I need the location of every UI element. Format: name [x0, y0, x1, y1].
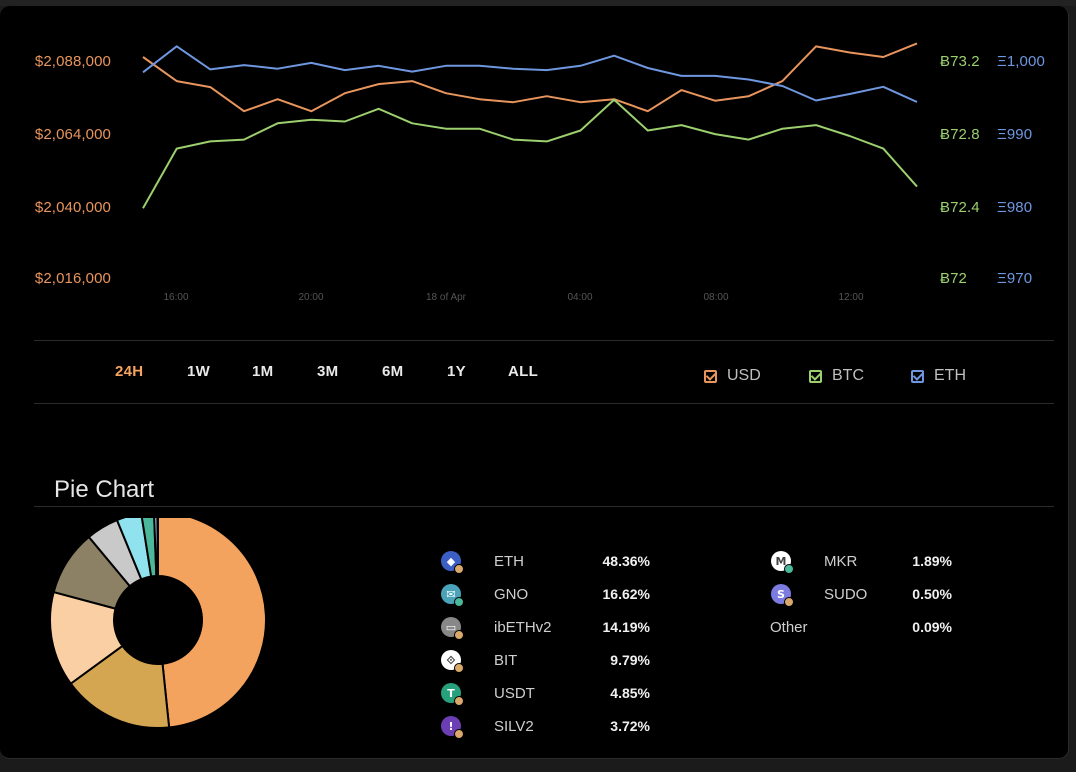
- asset-name: SILV2: [494, 717, 534, 735]
- mkr-icon: M: [770, 550, 794, 574]
- btc-tick-label: Ƀ72.4: [940, 199, 980, 216]
- range-3m-button[interactable]: 3M: [317, 363, 339, 380]
- asset-percentage: 16.62%: [602, 586, 650, 602]
- asset-name: SUDO: [824, 585, 868, 603]
- eth-tick-label: Ξ980: [997, 199, 1033, 216]
- asset-percentage: 3.72%: [610, 718, 650, 734]
- gno-icon: ✉: [440, 583, 464, 607]
- legend-eth-toggle[interactable]: ETH: [911, 367, 966, 385]
- svg-text:!: !: [448, 720, 453, 733]
- legend-label: USD: [727, 367, 761, 384]
- range-1m-button[interactable]: 1M: [252, 363, 274, 380]
- asset-percentage: 14.19%: [602, 619, 650, 635]
- legend-usd-toggle[interactable]: USD: [704, 367, 761, 385]
- divider: [34, 340, 1054, 341]
- svg-text:◆: ◆: [447, 555, 456, 568]
- asset-row-eth[interactable]: ◆ ETH 48.36%: [440, 549, 652, 574]
- svg-text:▭: ▭: [446, 621, 456, 634]
- ibethv2-icon: ▭: [440, 616, 464, 640]
- sudo-icon: S: [770, 583, 794, 607]
- line-chart[interactable]: [0, 6, 1068, 306]
- checkbox-icon[interactable]: [911, 369, 924, 383]
- asset-name: MKR: [824, 552, 858, 570]
- legend-label: ETH: [934, 367, 966, 384]
- usd-tick-label: $2,040,000: [34, 199, 111, 216]
- asset-row-usdt[interactable]: T USDT 4.85%: [440, 681, 652, 706]
- range-1y-button[interactable]: 1Y: [447, 363, 466, 380]
- asset-row-mkr[interactable]: M MKR 1.89%: [770, 549, 954, 574]
- asset-row-other[interactable]: Other 0.09%: [770, 615, 954, 639]
- checkbox-icon[interactable]: [809, 369, 822, 383]
- x-tick-label: 16:00: [163, 292, 189, 303]
- usd-tick-label: $2,016,000: [34, 270, 111, 287]
- range-24h-button[interactable]: 24H: [115, 363, 144, 380]
- asset-row-bit[interactable]: ⟐ BIT 9.79%: [440, 648, 652, 673]
- divider: [34, 506, 1054, 507]
- eth-tick-label: Ξ990: [997, 126, 1033, 143]
- window-top-bar: [0, 0, 1076, 6]
- legend-label: BTC: [832, 367, 864, 384]
- svg-text:⟐: ⟐: [447, 654, 456, 667]
- asset-percentage: 9.79%: [610, 652, 650, 668]
- asset-percentage: 1.89%: [912, 553, 952, 569]
- divider: [34, 403, 1054, 404]
- range-1w-button[interactable]: 1W: [187, 363, 211, 380]
- x-tick-label: 20:00: [298, 292, 324, 303]
- svg-text:✉: ✉: [446, 588, 455, 601]
- x-tick-label: 18 of Apr: [425, 292, 467, 303]
- eth-icon: ◆: [440, 550, 464, 574]
- usd-tick-label: $2,088,000: [34, 53, 111, 70]
- svg-text:M: M: [776, 555, 787, 568]
- asset-row-gno[interactable]: ✉ GNO 16.62%: [440, 582, 652, 607]
- asset-name: GNO: [494, 585, 529, 603]
- pie-slice-eth[interactable]: [157, 518, 267, 729]
- usdt-icon: T: [440, 682, 464, 706]
- x-tick-label: 04:00: [567, 292, 593, 303]
- x-tick-label: 12:00: [838, 292, 864, 303]
- portfolio-card: $2,088,000 $2,064,000 $2,040,000 $2,016,…: [0, 6, 1069, 759]
- btc-tick-label: Ƀ73.2: [940, 53, 980, 70]
- usd-tick-label: $2,064,000: [34, 126, 111, 143]
- asset-row-silv2[interactable]: ! SILV2 3.72%: [440, 714, 652, 739]
- asset-row-sudo[interactable]: S SUDO 0.50%: [770, 582, 954, 607]
- checkbox-icon[interactable]: [704, 369, 717, 383]
- x-tick-label: 08:00: [703, 292, 729, 303]
- asset-percentage: 48.36%: [602, 553, 650, 569]
- asset-name: ETH: [494, 552, 524, 570]
- eth-tick-label: Ξ1,000: [997, 53, 1045, 70]
- donut-chart[interactable]: [40, 518, 280, 748]
- asset-name: USDT: [494, 684, 535, 702]
- btc-tick-label: Ƀ72.8: [940, 126, 980, 143]
- asset-percentage: 4.85%: [610, 685, 650, 701]
- series-line-btc[interactable]: [142, 98, 918, 209]
- legend-btc-toggle[interactable]: BTC: [809, 367, 864, 385]
- asset-percentage: 0.50%: [912, 586, 952, 602]
- pie-chart-title: Pie Chart: [54, 476, 155, 503]
- range-6m-button[interactable]: 6M: [382, 363, 404, 380]
- bit-icon: ⟐: [440, 649, 464, 673]
- eth-tick-label: Ξ970: [997, 270, 1033, 287]
- pie-slice-other[interactable]: [156, 518, 159, 578]
- asset-name: BIT: [494, 651, 518, 669]
- asset-name: ibETHv2: [494, 618, 552, 636]
- range-all-button[interactable]: ALL: [508, 363, 539, 380]
- asset-name: Other: [770, 618, 808, 636]
- svg-text:T: T: [447, 687, 455, 700]
- series-line-eth[interactable]: [142, 45, 918, 103]
- asset-row-ibethv2[interactable]: ▭ ibETHv2 14.19%: [440, 615, 652, 640]
- svg-text:S: S: [777, 588, 785, 601]
- asset-percentage: 0.09%: [912, 619, 952, 635]
- silv2-icon: !: [440, 715, 464, 739]
- series-line-usd[interactable]: [142, 42, 918, 113]
- btc-tick-label: Ƀ72: [940, 270, 967, 287]
